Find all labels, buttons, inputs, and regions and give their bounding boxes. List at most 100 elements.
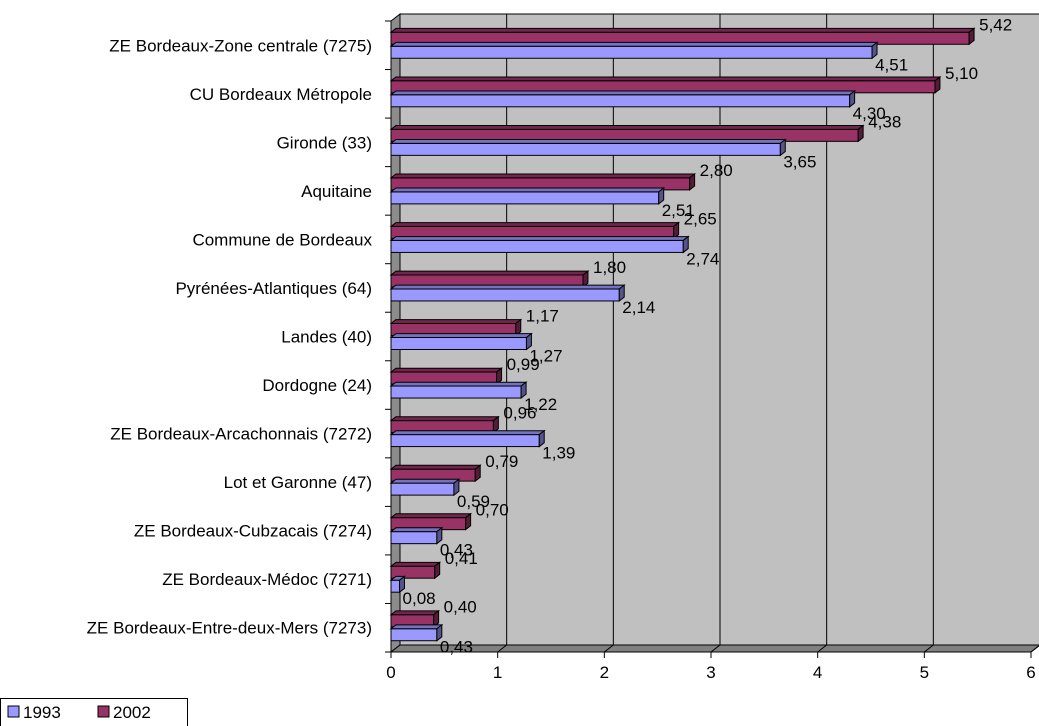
bar-1993-side [779, 138, 786, 157]
x-tick-label: 5 [920, 663, 929, 682]
bar-1993-top [389, 90, 857, 96]
value-label-2002: 2,80 [700, 161, 733, 180]
bar-1993-front [390, 94, 851, 108]
bar-1993-top [389, 41, 879, 47]
bar-2002 [389, 221, 681, 240]
legend-entry: 2002 [113, 703, 151, 722]
value-label-2002: 0,40 [444, 598, 477, 617]
bar-2002-top [389, 464, 482, 470]
gridline-floor [817, 644, 827, 653]
bar-2002 [389, 609, 441, 628]
bar-2002-side [474, 464, 481, 483]
bar-2002-side [433, 609, 440, 628]
plot-area [385, 12, 1039, 658]
bar-1993-top [389, 284, 626, 290]
bar-2002-top [389, 561, 442, 567]
bar-2002-top [389, 367, 504, 373]
bar-2002-top [389, 610, 441, 616]
value-label-1993: 2,51 [662, 201, 695, 220]
category-label: Lot et Garonne (47) [224, 473, 372, 492]
bar-2002-side [673, 221, 680, 240]
x-tick-label: 3 [706, 663, 715, 682]
value-label-1993: 0,43 [440, 541, 473, 560]
bar-2002 [389, 270, 590, 288]
bar-1993-front [390, 191, 660, 205]
gridline-floor [497, 644, 507, 653]
bar-1993 [389, 138, 787, 157]
bar-2002 [389, 415, 500, 434]
value-label-2002: 1,80 [593, 258, 626, 277]
bar-1993-front [390, 531, 438, 545]
x-tick-label: 1 [493, 663, 502, 682]
value-label-2002: 5,42 [979, 15, 1012, 34]
value-label-1993: 1,39 [542, 444, 575, 463]
value-label-1993: 0,43 [440, 638, 473, 657]
bar-1993-top [389, 478, 461, 484]
bar-2002-top [389, 416, 500, 422]
bar-2002-top [389, 222, 681, 227]
bar-1993-top [389, 333, 533, 338]
bar-1993-side [849, 89, 856, 108]
bar-2002-top [389, 319, 523, 324]
value-label-1993: 2,74 [686, 249, 719, 268]
bar-2002-top [389, 76, 942, 82]
bar-1993 [389, 429, 546, 448]
bar-1993-side [436, 623, 443, 642]
bar-2002 [389, 75, 942, 94]
value-label-2002: 0,99 [507, 355, 540, 374]
value-label-1993: 0,08 [403, 589, 436, 608]
bar-1993 [389, 41, 879, 60]
bar-1993 [389, 575, 406, 594]
bar-1993 [389, 381, 528, 400]
bar-1993-top [389, 187, 666, 193]
category-label: ZE Bordeaux-Arcachonnais (7272) [110, 425, 372, 444]
value-label-1993: 1,22 [524, 395, 557, 414]
legend-swatch [7, 705, 20, 718]
bar-1993 [389, 235, 690, 254]
bar-1993-side [682, 235, 689, 254]
bar-1993-side [658, 187, 665, 205]
x-tick-label: 4 [813, 663, 822, 682]
category-label: CU Bordeaux Métropole [190, 85, 372, 104]
bar-1993-front [390, 385, 522, 399]
value-label-1993: 1,27 [529, 347, 562, 366]
bar-1993-front [390, 579, 401, 593]
category-label: ZE Bordeaux-Cubzacais (7274) [134, 522, 372, 541]
bar-1993-front [390, 337, 527, 350]
bars [389, 27, 976, 642]
bar-2002 [389, 173, 697, 191]
bar-2002-side [515, 318, 522, 337]
bar-2002-top [389, 270, 590, 276]
bar-1993 [389, 526, 444, 545]
bar-1993 [389, 187, 666, 205]
labels: 0 1 2 3 4 5 6 ZE Bordeaux-Zone centrale (7275) 5… [87, 15, 1036, 682]
bar-1993-side [399, 575, 405, 594]
bar-2002 [389, 367, 504, 386]
bar-1993-front [390, 482, 455, 496]
legend-entry: 1993 [23, 703, 61, 722]
bar-1993-top [389, 624, 444, 630]
bar-1993-top [389, 138, 787, 144]
bar-2002-top [389, 513, 473, 519]
bar-1993 [389, 478, 461, 497]
value-label-2002: 0,41 [445, 549, 478, 568]
bar-2002-side [968, 27, 975, 46]
gridline-floor [710, 644, 721, 653]
bar-2002-side [689, 173, 696, 191]
bar-1993 [389, 332, 533, 351]
value-label-2002: 0,79 [485, 452, 518, 471]
bar-1993-side [520, 381, 527, 400]
bar-2002-top [389, 124, 865, 130]
category-label: ZE Bordeaux-Zone centrale (7275) [109, 36, 372, 55]
bar-2002-side [857, 124, 864, 143]
category-label: Dordogne (24) [262, 376, 372, 395]
value-label-1993: 4,30 [853, 104, 886, 123]
bar-1993-top [389, 527, 444, 533]
category-label: Pyrénées-Atlantiques (64) [175, 279, 372, 298]
bar-1993-side [618, 284, 625, 302]
bar-1993-front [390, 239, 684, 253]
bar-1993 [389, 284, 626, 302]
category-label: ZE Bordeaux-Entre-deux-Mers (7273) [87, 619, 372, 638]
legend-swatch [97, 705, 110, 718]
